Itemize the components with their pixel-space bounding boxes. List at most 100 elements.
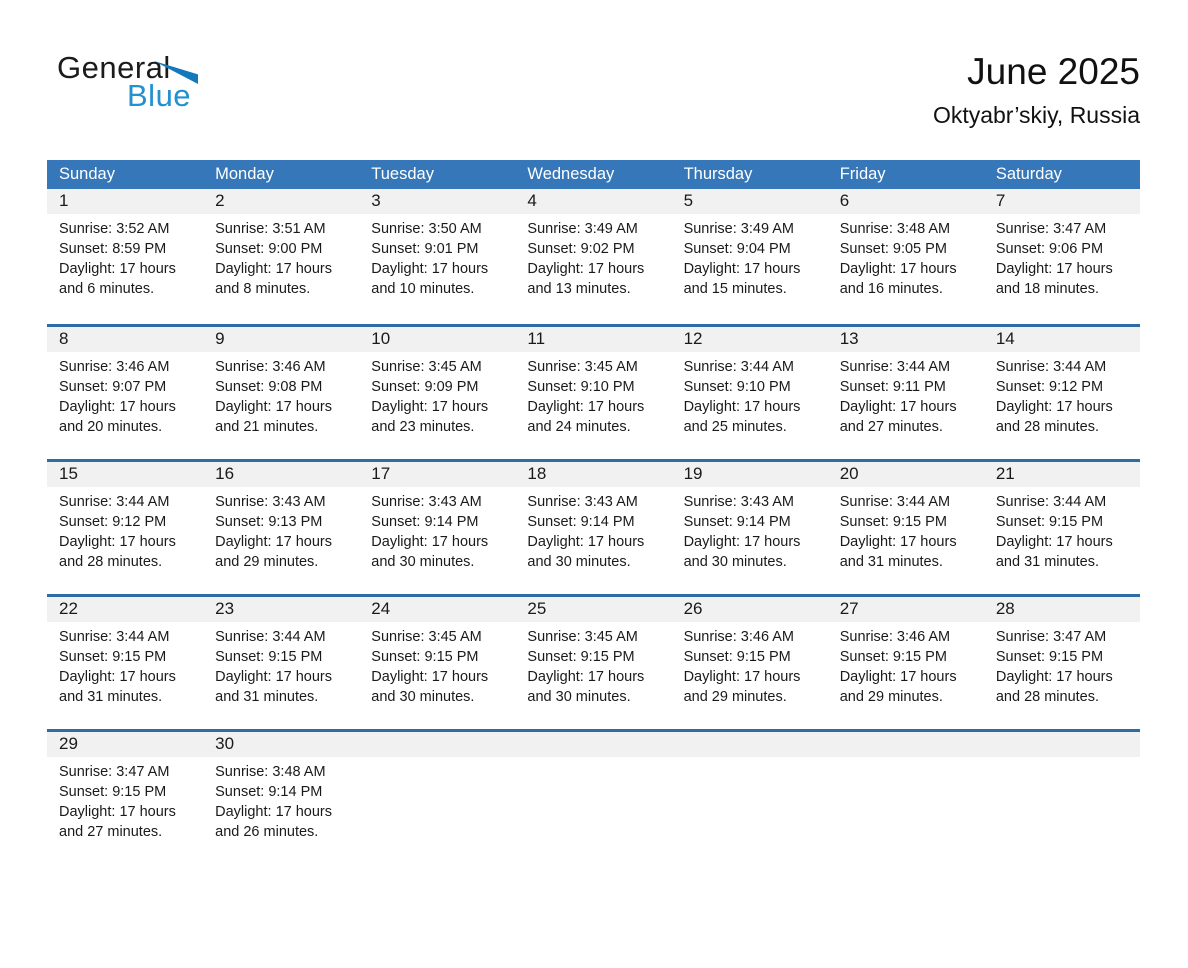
daylight-text: Daylight: 17 hours and 29 minutes. [215, 534, 333, 570]
day-number: 10 [359, 327, 516, 352]
page-subtitle: Oktyabr’skiy, Russia [932, 102, 1140, 128]
sunset-text: Sunset: 9:13 PM [215, 514, 323, 530]
day-cell [671, 732, 828, 864]
day-number: 8 [47, 327, 204, 352]
week-row: 1 Sunrise: 3:52 AM Sunset: 8:59 PM Daylight… [47, 189, 1140, 324]
day-cell-body: Sunrise: 3:52 AM Sunset: 8:59 PM Daylight:… [47, 214, 203, 299]
day-cell-body: Sunrise: 3:50 AM Sunset: 9:01 PM Daylight:… [359, 214, 515, 299]
day-cell-body: Sunrise: 3:44 AM Sunset: 9:12 PM Daylight:… [984, 352, 1140, 437]
day-number: 18 [515, 462, 672, 487]
day-number: 27 [827, 597, 984, 622]
page-title: June 2025 [967, 51, 1140, 92]
daylight-text: Daylight: 17 hours and 13 minutes. [527, 261, 645, 297]
day-number: 28 [983, 597, 1140, 622]
day-cell-body: Sunrise: 3:46 AM Sunset: 9:08 PM Daylight:… [203, 352, 359, 437]
sunrise-text: Sunrise: 3:45 AM [527, 629, 638, 645]
sunset-text: Sunset: 9:15 PM [59, 649, 167, 665]
day-cell-body: Sunrise: 3:45 AM Sunset: 9:15 PM Daylight:… [359, 622, 515, 707]
week-row: 15 Sunrise: 3:44 AM Sunset: 9:12 PM Dayligh… [47, 459, 1140, 594]
day-number: 24 [359, 597, 516, 622]
daylight-text: Daylight: 17 hours and 29 minutes. [683, 669, 801, 705]
day-cell-body: Sunrise: 3:46 AM Sunset: 9:07 PM Daylight:… [47, 352, 203, 437]
sunrise-text: Sunrise: 3:49 AM [683, 221, 794, 237]
sunrise-text: Sunrise: 3:45 AM [371, 629, 482, 645]
day-number: 12 [671, 327, 828, 352]
day-number [515, 732, 672, 757]
daylight-text: Daylight: 17 hours and 10 minutes. [371, 261, 489, 297]
weekday-label: Sunday [59, 165, 115, 183]
sunset-text: Sunset: 9:12 PM [995, 379, 1104, 395]
day-cell-body: Sunrise: 3:46 AM Sunset: 9:15 PM Daylight:… [672, 622, 828, 707]
sunset-text: Sunset: 9:02 PM [527, 241, 635, 257]
daylight-text: Daylight: 17 hours and 30 minutes. [527, 669, 645, 705]
sunrise-text: Sunrise: 3:44 AM [995, 359, 1107, 375]
sunset-text: Sunset: 9:15 PM [527, 649, 635, 665]
general-blue-logo: General Blue [57, 50, 277, 122]
day-number: 6 [827, 189, 984, 214]
daylight-text: Daylight: 17 hours and 28 minutes. [995, 669, 1113, 705]
day-cell: 7 Sunrise: 3:47 AM Sunset: 9:06 PM Daylight… [983, 189, 1140, 324]
day-cell-body: Sunrise: 3:49 AM Sunset: 9:04 PM Daylight:… [672, 214, 828, 299]
sunset-text: Sunset: 9:09 PM [371, 379, 479, 395]
sunrise-text: Sunrise: 3:50 AM [371, 221, 482, 237]
sunset-text: Sunset: 9:08 PM [215, 379, 323, 395]
sunrise-text: Sunrise: 3:44 AM [683, 359, 794, 375]
sunset-text: Sunset: 9:04 PM [683, 241, 791, 257]
sunset-text: Sunset: 9:05 PM [839, 241, 947, 257]
day-cell-body: Sunrise: 3:48 AM Sunset: 9:05 PM Daylight:… [828, 214, 984, 299]
daylight-text: Daylight: 17 hours and 24 minutes. [527, 399, 645, 435]
daylight-text: Daylight: 17 hours and 23 minutes. [371, 399, 489, 435]
day-cell: 25 Sunrise: 3:45 AM Sunset: 9:15 PM Dayligh… [515, 597, 672, 729]
daylight-text: Daylight: 17 hours and 30 minutes. [683, 534, 801, 570]
day-cell: 23 Sunrise: 3:44 AM Sunset: 9:15 PM Dayligh… [203, 597, 360, 729]
day-cell-body: Sunrise: 3:44 AM Sunset: 9:11 PM Daylight:… [828, 352, 984, 437]
daylight-text: Daylight: 17 hours and 15 minutes. [683, 261, 801, 297]
week-row: 22 Sunrise: 3:44 AM Sunset: 9:15 PM Dayligh… [47, 594, 1140, 729]
sunset-text: Sunset: 9:06 PM [995, 241, 1104, 257]
week-row: 8 Sunrise: 3:46 AM Sunset: 9:07 PM Daylight… [47, 324, 1140, 459]
sunset-text: Sunset: 9:14 PM [371, 514, 479, 530]
day-number: 7 [983, 189, 1140, 214]
day-number [827, 732, 984, 757]
day-number: 26 [671, 597, 828, 622]
sunset-text: Sunset: 9:00 PM [215, 241, 323, 257]
sunrise-text: Sunrise: 3:43 AM [215, 494, 326, 510]
day-cell: 9 Sunrise: 3:46 AM Sunset: 9:08 PM Daylight… [203, 327, 360, 459]
day-cell: 21 Sunrise: 3:44 AM Sunset: 9:15 PM Dayligh… [983, 462, 1140, 594]
day-cell: 18 Sunrise: 3:43 AM Sunset: 9:14 PM Dayligh… [515, 462, 672, 594]
day-cell: 30 Sunrise: 3:48 AM Sunset: 9:14 PM Dayligh… [203, 732, 360, 864]
day-cell-body: Sunrise: 3:51 AM Sunset: 9:00 PM Daylight:… [203, 214, 359, 299]
day-cell: 11 Sunrise: 3:45 AM Sunset: 9:10 PM Dayligh… [515, 327, 672, 459]
day-cell-body: Sunrise: 3:45 AM Sunset: 9:09 PM Daylight:… [359, 352, 515, 437]
daylight-text: Daylight: 17 hours and 25 minutes. [683, 399, 801, 435]
sunset-text: Sunset: 9:10 PM [683, 379, 791, 395]
sunrise-text: Sunrise: 3:43 AM [371, 494, 482, 510]
sunset-text: Sunset: 9:12 PM [59, 514, 167, 530]
weekday-label: Friday [839, 165, 886, 183]
sunrise-text: Sunrise: 3:46 AM [215, 359, 326, 375]
sunset-text: Sunset: 9:15 PM [371, 649, 479, 665]
sunrise-text: Sunrise: 3:43 AM [683, 494, 794, 510]
day-cell-body [828, 757, 984, 762]
day-cell-body [359, 757, 515, 762]
day-number: 3 [359, 189, 516, 214]
day-cell: 26 Sunrise: 3:46 AM Sunset: 9:15 PM Dayligh… [671, 597, 828, 729]
week-row: 29 Sunrise: 3:47 AM Sunset: 9:15 PM Dayligh… [47, 729, 1140, 864]
sunrise-text: Sunrise: 3:45 AM [527, 359, 638, 375]
daylight-text: Daylight: 17 hours and 30 minutes. [371, 534, 489, 570]
weekday-label: Tuesday [371, 165, 434, 183]
day-cell-body: Sunrise: 3:46 AM Sunset: 9:15 PM Daylight:… [828, 622, 984, 707]
day-cell-body: Sunrise: 3:45 AM Sunset: 9:10 PM Daylight:… [515, 352, 671, 437]
day-cell: 10 Sunrise: 3:45 AM Sunset: 9:09 PM Dayligh… [359, 327, 516, 459]
sunset-text: Sunset: 9:01 PM [371, 241, 479, 257]
day-cell: 6 Sunrise: 3:48 AM Sunset: 9:05 PM Daylight… [827, 189, 984, 324]
day-cell: 29 Sunrise: 3:47 AM Sunset: 9:15 PM Dayligh… [47, 732, 204, 864]
sunrise-text: Sunrise: 3:47 AM [995, 629, 1107, 645]
day-cell [359, 732, 516, 864]
daylight-text: Daylight: 17 hours and 16 minutes. [839, 261, 957, 297]
day-number: 22 [47, 597, 204, 622]
day-number [983, 732, 1140, 757]
daylight-text: Daylight: 17 hours and 31 minutes. [839, 534, 957, 570]
day-number: 9 [203, 327, 360, 352]
day-number [359, 732, 516, 757]
